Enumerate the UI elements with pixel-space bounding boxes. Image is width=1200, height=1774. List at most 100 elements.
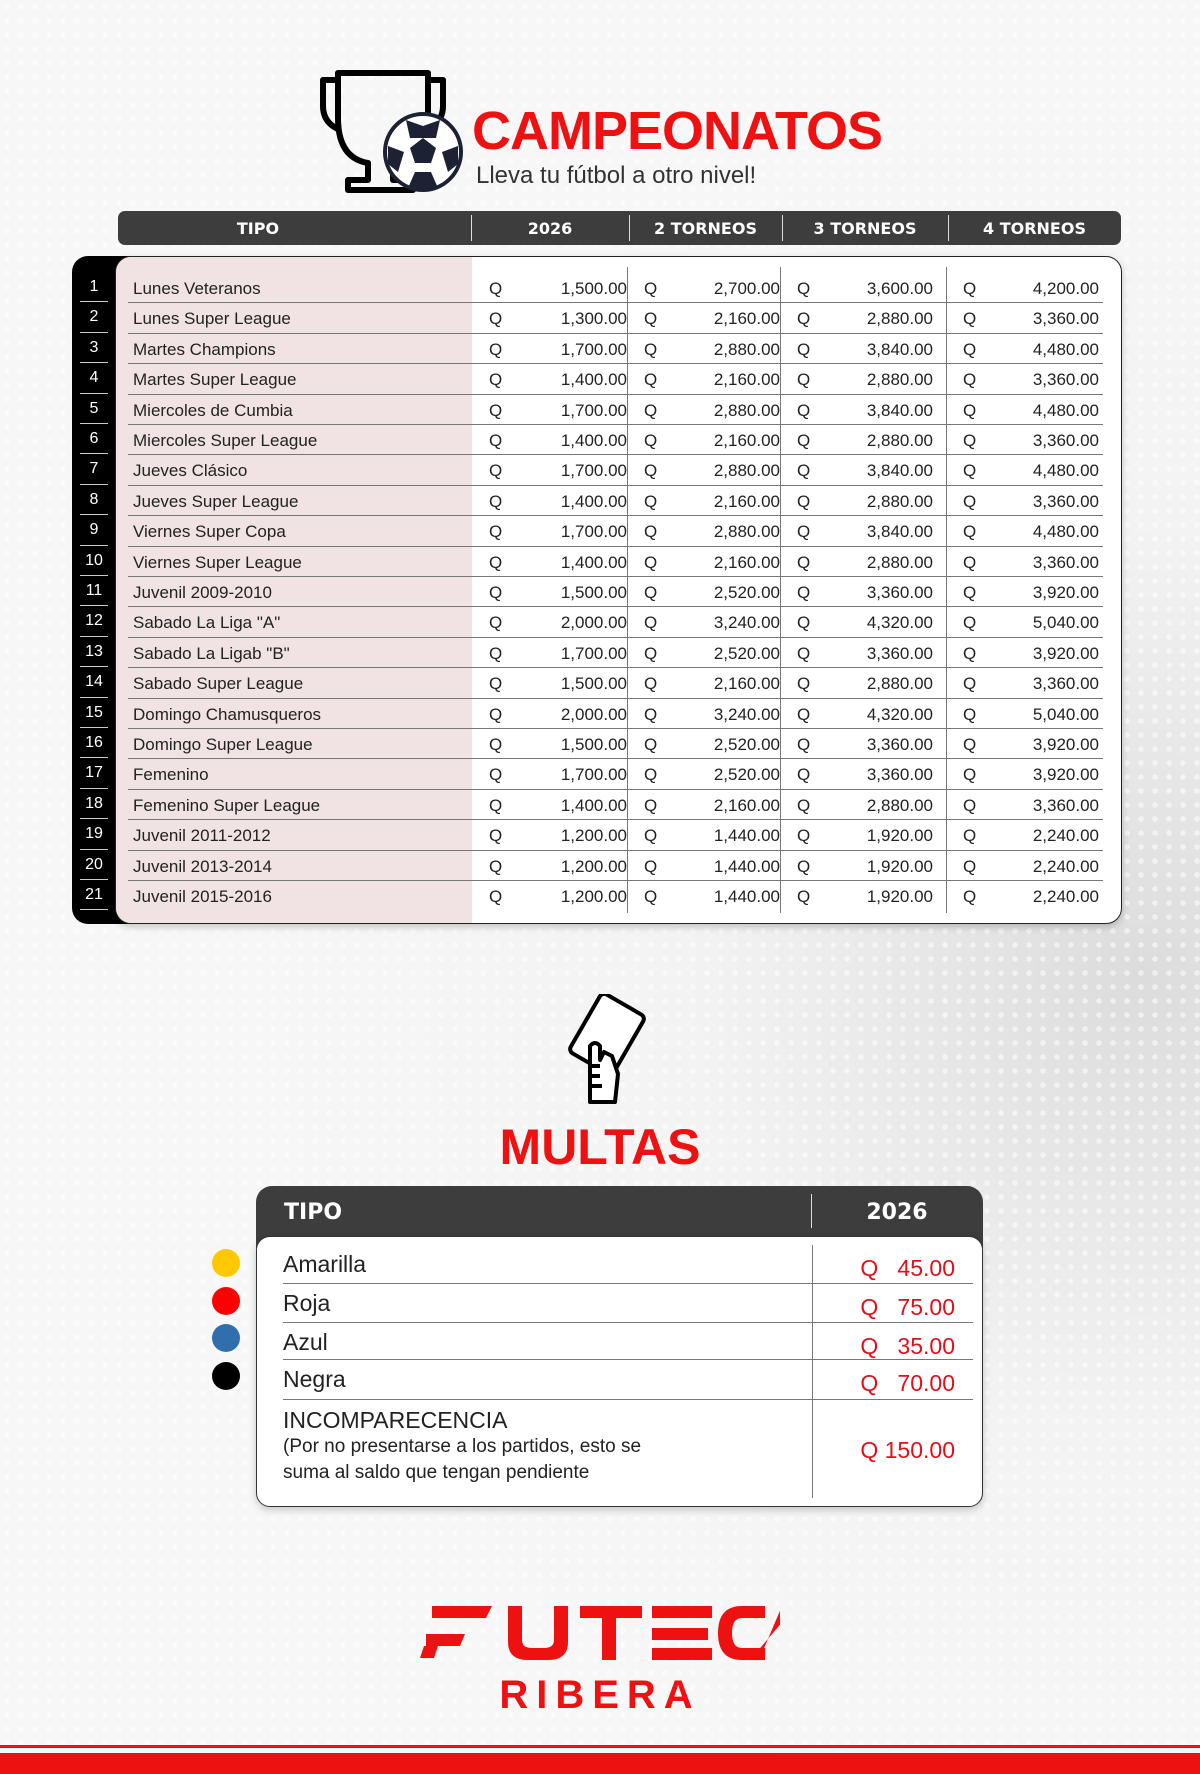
price-value: 4,480.00 (1032, 522, 1099, 542)
multa-row: Amarilla Q 45.00 (283, 1245, 973, 1284)
price-value: 4,200.00 (1032, 279, 1099, 298)
table-row: Juvenil 2015-2016 Q 1,200.00 Q 1,440.00 Q 1,92… (116, 881, 1121, 911)
table-row: Miercoles Super League Q 1,400.00 Q 2,160.00… (116, 425, 1121, 456)
currency: Q (489, 674, 503, 694)
price-value: 2,520.00 (713, 583, 780, 602)
price-value: 2,240.00 (1032, 826, 1099, 846)
currency: Q (963, 704, 977, 724)
table-row: Viernes Super Copa Q 1,700.00 Q 2,880.00 Q 3,8… (116, 516, 1121, 547)
row-number: 3 (72, 333, 116, 364)
row-tipo: Domingo Super League (133, 735, 313, 754)
price-value: 3,840.00 (866, 400, 933, 420)
currency: Q (644, 431, 658, 450)
currency: Q (963, 431, 977, 450)
currency: Q (644, 613, 658, 633)
multa-price: Q 70.00 (860, 1370, 955, 1396)
price-value: 3,360.00 (1032, 309, 1099, 329)
price-value: 1,400.00 (560, 795, 627, 815)
row-tipo: Domingo Chamusqueros (133, 704, 322, 724)
incomparecencia-note-1: (Por no presentarse a los partidos, esto… (283, 1436, 642, 1457)
card-color-dot (212, 1361, 240, 1390)
row-number: 13 (72, 637, 116, 668)
incomparecencia-note-2: suma al saldo que tengan pendiente (283, 1462, 590, 1483)
multa-price: Q 45.00 (860, 1255, 955, 1281)
price-value: 3,840.00 (866, 461, 933, 481)
currency: Q (644, 279, 658, 298)
price-value: 3,920.00 (1032, 583, 1099, 602)
row-number: 21 (72, 880, 116, 911)
incomparecencia-title: INCOMPARECENCIA (283, 1407, 508, 1433)
price-value: 3,360.00 (866, 583, 933, 602)
col-header-4-torneos: 4 TORNEOS (983, 219, 1086, 238)
price-value: 3,240.00 (713, 613, 780, 633)
currency: Q (963, 643, 977, 663)
price-value: 1,920.00 (866, 887, 933, 906)
price-value: 3,360.00 (1032, 370, 1099, 390)
currency: Q (963, 370, 977, 390)
price-value: 3,360.00 (1032, 552, 1099, 572)
currency: Q (797, 279, 811, 298)
price-value: 5,040.00 (1032, 613, 1099, 633)
row-tipo: Miercoles Super League (133, 431, 318, 450)
row-tipo: Sabado La Liga "A" (133, 613, 281, 633)
price-value: 2,880.00 (866, 491, 933, 511)
table-row: Juvenil 2009-2010 Q 1,500.00 Q 2,520.00 Q 3,36… (116, 577, 1121, 608)
table-row: Femenino Q 1,700.00 Q 2,520.00 Q 3,360.00 Q 3,92… (116, 759, 1121, 790)
currency: Q (963, 674, 977, 694)
currency: Q (644, 309, 658, 329)
row-number: 16 (72, 728, 116, 759)
table-row: Viernes Super League Q 1,400.00 Q 2,160.00 Q 2… (116, 547, 1121, 577)
currency: Q (797, 643, 811, 663)
multa-tipo: Negra (283, 1366, 346, 1392)
price-value: 3,840.00 (866, 522, 933, 542)
row-number: 12 (72, 606, 116, 638)
multa-price: Q 35.00 (860, 1333, 955, 1359)
price-value: 2,880.00 (866, 309, 933, 329)
col-header-tipo: TIPO (236, 219, 280, 238)
row-number: 20 (72, 850, 116, 881)
currency: Q (963, 826, 977, 846)
currency: Q (963, 856, 977, 876)
table-row: Lunes Super League Q 1,300.00 Q 2,160.00 Q 2,8… (116, 303, 1121, 334)
currency: Q (644, 491, 658, 511)
currency: Q (644, 856, 658, 876)
price-value: 1,440.00 (713, 826, 780, 846)
currency: Q (644, 643, 658, 663)
price-value: 2,160.00 (713, 674, 780, 694)
table-row: Lunes Veteranos Q 1,500.00 Q 2,700.00 Q 3,600.… (116, 273, 1121, 304)
price-value: 3,360.00 (866, 765, 933, 785)
multa-row: Roja Q 75.00 (283, 1284, 973, 1323)
currency: Q (797, 400, 811, 420)
footer-line (0, 1745, 1200, 1748)
currency: Q (797, 431, 811, 450)
price-value: 4,480.00 (1032, 339, 1099, 359)
currency: Q (963, 765, 977, 785)
table-row: Juvenil 2013-2014 Q 1,200.00 Q 1,440.00 Q 1,92… (116, 851, 1121, 881)
row-tipo: Femenino Super League (133, 795, 321, 815)
row-tipo: Sabado La Ligab "B" (133, 643, 290, 663)
currency: Q (797, 613, 811, 633)
price-value: 1,700.00 (560, 643, 627, 663)
currency: Q (489, 795, 503, 815)
currency: Q (489, 309, 503, 329)
currency: Q (963, 522, 977, 542)
row-tipo: Juvenil 2015-2016 (133, 887, 272, 906)
price-value: 3,360.00 (1032, 431, 1099, 450)
multa-price: Q 75.00 (860, 1294, 955, 1320)
col-header-3-torneos: 3 TORNEOS (813, 219, 917, 238)
table-row: Domingo Chamusqueros Q 2,000.00 Q 3,240.00 Q 4… (116, 699, 1121, 729)
price-value: 2,520.00 (713, 735, 780, 754)
price-value: 3,920.00 (1032, 643, 1099, 663)
price-value: 2,880.00 (713, 461, 780, 481)
currency: Q (797, 887, 811, 906)
table-row: Martes Super League Q 1,400.00 Q 2,160.00 Q 2,… (116, 364, 1121, 395)
currency: Q (963, 461, 977, 481)
price-value: 2,240.00 (1032, 887, 1099, 906)
campeonatos-table: Lunes Veteranos Q 1,500.00 Q 2,700.00 Q 3,600.… (115, 256, 1122, 924)
row-tipo: Jueves Super League (133, 491, 299, 511)
currency: Q (797, 309, 811, 329)
currency: Q (489, 339, 503, 359)
currency: Q (644, 674, 658, 694)
row-number: 19 (72, 819, 116, 850)
price-value: 2,520.00 (713, 765, 780, 785)
